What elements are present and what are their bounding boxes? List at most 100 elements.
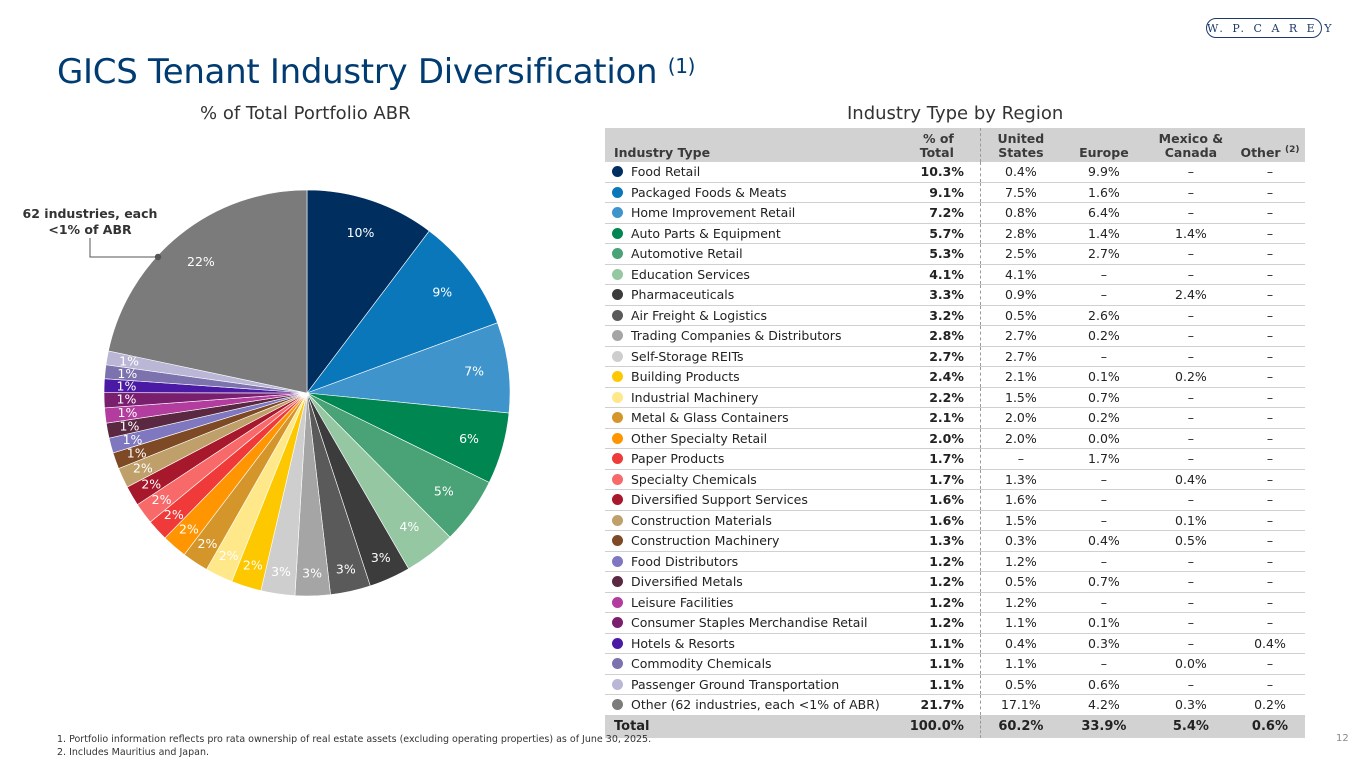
row-other: – bbox=[1234, 571, 1305, 593]
row-percent-total: 1.2% bbox=[883, 571, 981, 593]
row-other: – bbox=[1234, 612, 1305, 634]
row-other: – bbox=[1234, 448, 1305, 470]
legend-dot-icon bbox=[612, 576, 623, 588]
row-mexico-canada: – bbox=[1146, 633, 1235, 654]
footnote-2: 2. Includes Mauritius and Japan. bbox=[57, 747, 209, 758]
pie-slice-label: 5% bbox=[434, 483, 454, 498]
table-row: Trading Companies & Distributors 2.8% 2.7%… bbox=[605, 325, 1305, 347]
row-industry-label: Food Distributors bbox=[631, 553, 739, 569]
row-industry: Trading Companies & Distributors bbox=[605, 325, 884, 347]
table-row: Building Products 2.4% 2.1% 0.1% 0.2% – bbox=[605, 366, 1305, 388]
row-industry-label: Other Specialty Retail bbox=[631, 430, 768, 446]
row-united-states: 2.5% bbox=[980, 243, 1061, 265]
legend-dot-icon bbox=[612, 227, 623, 239]
row-industry: Construction Materials bbox=[605, 510, 884, 531]
pie-chart: 10%9%7%6%5%4%3%3%3%3%2%2%2%2%2%2%2%2%1%1… bbox=[89, 189, 511, 597]
table-row: Paper Products 1.7% –1.7% – – bbox=[605, 448, 1305, 470]
row-united-states: – bbox=[980, 448, 1061, 470]
row-other: – bbox=[1234, 223, 1305, 244]
row-industry-label: Air Freight & Logistics bbox=[631, 307, 767, 323]
pie-slice bbox=[306, 230, 498, 394]
legend-dot-icon bbox=[612, 391, 623, 403]
row-other: – bbox=[1234, 551, 1305, 572]
row-industry: Air Freight & Logistics bbox=[605, 305, 884, 326]
row-industry-label: Consumer Staples Merchandise Retail bbox=[631, 615, 868, 631]
row-mexico-canada: – bbox=[1146, 448, 1235, 470]
row-europe: 9.9% bbox=[1060, 162, 1147, 183]
row-industry: Packaged Foods & Meats bbox=[605, 182, 884, 203]
row-percent-total: 1.1% bbox=[883, 674, 981, 695]
row-percent-total: 2.8% bbox=[883, 325, 981, 347]
row-europe: – bbox=[1060, 653, 1147, 675]
row-other: – bbox=[1234, 346, 1305, 367]
callout-leader-dot bbox=[154, 253, 162, 261]
table-row: Metal & Glass Containers 2.1% 2.0% 0.2% – – bbox=[605, 407, 1305, 429]
row-industry-label: Other (62 industries, each <1% of ABR) bbox=[631, 697, 880, 713]
legend-dot-icon bbox=[612, 432, 623, 444]
pie-slice-label: 3% bbox=[302, 566, 322, 581]
callout-leader-line bbox=[89, 238, 158, 258]
row-united-states: 0.8% bbox=[980, 202, 1061, 224]
total-other: 0.6% bbox=[1234, 715, 1305, 738]
pie-chart-title: % of Total Portfolio ABR bbox=[200, 103, 411, 124]
row-industry: Other (62 industries, each <1% of ABR) bbox=[605, 694, 884, 716]
row-other: – bbox=[1234, 674, 1305, 695]
row-other: – bbox=[1234, 243, 1305, 265]
wp-carey-logo: W. P. C A R E Y bbox=[1206, 18, 1331, 38]
row-mexico-canada: 1.4% bbox=[1146, 223, 1235, 244]
row-industry-label: Industrial Machinery bbox=[631, 389, 759, 405]
row-other: – bbox=[1234, 407, 1305, 429]
callout-line-2: <1% of ABR bbox=[48, 222, 132, 237]
row-united-states: 0.5% bbox=[980, 571, 1061, 593]
table-row: Leisure Facilities 1.2% 1.2% – – – bbox=[605, 592, 1305, 613]
legend-dot-icon bbox=[612, 350, 623, 362]
row-industry: Metal & Glass Containers bbox=[605, 407, 884, 429]
header-united-states: United States bbox=[980, 128, 1061, 162]
row-mexico-canada: – bbox=[1146, 305, 1235, 326]
row-percent-total: 3.3% bbox=[883, 284, 981, 306]
pie-slice-label: 4% bbox=[399, 519, 419, 534]
row-europe: 0.4% bbox=[1060, 530, 1147, 552]
row-mexico-canada: – bbox=[1146, 182, 1235, 203]
row-industry-label: Self-Storage REITs bbox=[631, 348, 744, 364]
row-mexico-canada: – bbox=[1146, 202, 1235, 224]
pie-slice-label: 2% bbox=[152, 492, 172, 507]
row-united-states: 1.2% bbox=[980, 551, 1061, 572]
table-row: Specialty Chemicals 1.7% 1.3% –0.4% – bbox=[605, 469, 1305, 490]
row-percent-total: 1.7% bbox=[883, 448, 981, 470]
pie-slice-label: 1% bbox=[117, 378, 137, 393]
table-row: Construction Machinery 1.3% 0.3% 0.4% 0.5% – bbox=[605, 530, 1305, 552]
pie-slice-label: 3% bbox=[371, 550, 391, 565]
legend-dot-icon bbox=[612, 309, 623, 321]
pie-slice-label: 2% bbox=[133, 461, 153, 476]
other-industries-callout: 62 industries, each <1% of ABR bbox=[22, 206, 158, 238]
row-percent-total: 1.7% bbox=[883, 469, 981, 490]
pie-slice-label: 1% bbox=[118, 405, 138, 420]
row-industry: Consumer Staples Merchandise Retail bbox=[605, 612, 884, 634]
table-body: Food Retail 10.3% 0.4% 9.9% – – Packaged Foods… bbox=[605, 162, 1305, 738]
row-europe: – bbox=[1060, 284, 1147, 306]
row-industry: Auto Parts & Equipment bbox=[605, 223, 884, 244]
row-percent-total: 2.4% bbox=[883, 366, 981, 388]
pie-slice-label: 3% bbox=[336, 561, 356, 576]
legend-dot-icon bbox=[612, 207, 623, 219]
header-industry-type: Industry Type bbox=[605, 128, 884, 162]
row-other: – bbox=[1234, 182, 1305, 203]
row-united-states: 2.0% bbox=[980, 428, 1061, 449]
legend-dot-icon bbox=[612, 473, 623, 485]
row-industry-label: Auto Parts & Equipment bbox=[631, 225, 781, 241]
row-other: – bbox=[1234, 592, 1305, 613]
row-europe: 1.7% bbox=[1060, 448, 1147, 470]
row-united-states: 2.1% bbox=[980, 366, 1061, 388]
row-mexico-canada: – bbox=[1146, 571, 1235, 593]
table-row: Construction Materials 1.6% 1.5% –0.1% – bbox=[605, 510, 1305, 531]
total-percent: 100.0% bbox=[883, 715, 981, 738]
legend-dot-icon bbox=[612, 248, 623, 260]
row-percent-total: 2.1% bbox=[883, 407, 981, 429]
row-mexico-canada: – bbox=[1146, 489, 1235, 511]
total-mexico-canada: 5.4% bbox=[1146, 715, 1235, 738]
row-mexico-canada: 0.2% bbox=[1146, 366, 1235, 388]
table-title: Industry Type by Region bbox=[847, 103, 1064, 124]
header-percent-total: % of Total bbox=[883, 128, 981, 162]
row-europe: 0.6% bbox=[1060, 674, 1147, 695]
